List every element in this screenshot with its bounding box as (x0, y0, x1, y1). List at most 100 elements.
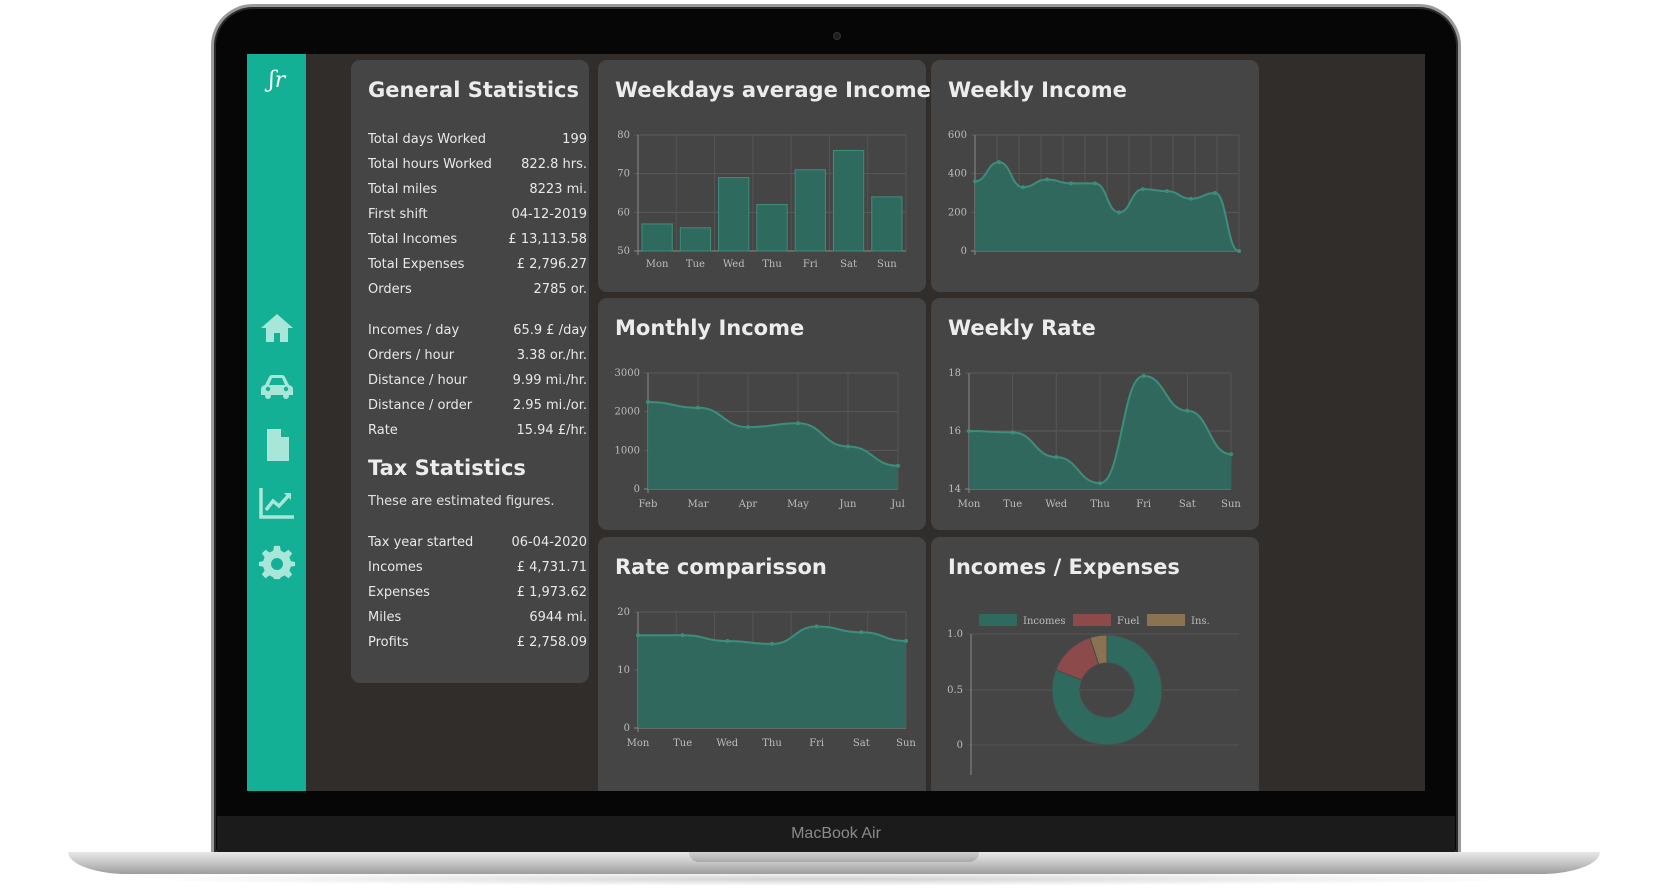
stat-label: Total miles (368, 182, 438, 197)
tax-statistics-title: Tax Statistics (368, 456, 526, 480)
data-point (636, 633, 640, 638)
stat-row: Orders 2785 or. (368, 282, 587, 302)
incomes-expenses-title: Incomes / Expenses (948, 555, 1180, 579)
stat-row: Profits £ 2,758.09 (368, 635, 587, 655)
y-tick-label: 80 (617, 130, 630, 141)
data-point (904, 639, 908, 643)
bar (641, 223, 673, 252)
stat-label: Expenses (368, 585, 430, 600)
x-tick-label: Mon (646, 259, 669, 270)
weekly-rate-card: Weekly Rate 14 16 18 Mon Tue Wed Thu Fri Sat Sun (931, 298, 1259, 530)
stat-row: First shift 04-12-2019 (368, 207, 587, 227)
data-point (1117, 210, 1121, 215)
x-tick-label: Feb (639, 499, 658, 510)
data-point (997, 160, 1001, 165)
stat-value: 65.9 £ /day (513, 323, 587, 338)
app-logo[interactable]: ʃr (268, 68, 286, 93)
bar (679, 227, 712, 252)
y-tick-label: 0 (957, 740, 963, 751)
series-area (638, 626, 906, 728)
data-point (1021, 185, 1025, 190)
x-tick-label: Wed (716, 738, 738, 749)
x-tick-label: Thu (762, 259, 782, 270)
legend-label: Incomes (1023, 616, 1066, 627)
bar (832, 149, 865, 252)
data-point (746, 425, 750, 430)
data-point (1045, 177, 1049, 182)
y-tick-label: 20 (617, 607, 630, 618)
tax-subtitle: These are estimated figures. (368, 494, 555, 509)
stat-value: £ 4,731.71 (516, 560, 587, 575)
x-tick-label: Sun (896, 738, 916, 749)
general-statistics-card: General Statistics Total days Worked 199 … (351, 60, 589, 683)
data-point (696, 405, 700, 410)
car-icon[interactable] (258, 367, 296, 405)
y-tick-label: 600 (948, 130, 967, 141)
stat-value: 8223 mi. (529, 182, 587, 197)
y-tick-label: 10 (617, 665, 630, 676)
pie-slice (1089, 634, 1108, 665)
monthly-income-chart: 0 1000 2000 3000 Feb Mar Apr May Jun Jul (615, 368, 905, 510)
legend-swatch (979, 614, 1017, 626)
data-point (967, 429, 971, 433)
document-icon[interactable] (258, 426, 296, 464)
y-tick-label: 3000 (615, 368, 640, 379)
x-tick-label: Fri (1136, 499, 1151, 510)
home-icon[interactable] (258, 309, 296, 347)
series-area (975, 162, 1239, 251)
bar (794, 169, 826, 252)
rate-comparison-chart: 0 10 20 Mon Tue Wed Thu Fri Sat Sun (617, 607, 916, 749)
stat-label: Profits (368, 635, 409, 650)
stat-value: 04-12-2019 (511, 207, 587, 222)
stat-value: 3.38 or./hr. (516, 348, 587, 363)
data-point (770, 641, 774, 646)
y-tick-label: 1000 (615, 445, 640, 456)
x-tick-label: Tue (673, 738, 692, 749)
weekly-income-card: Weekly Income 0 200 400 600 (931, 60, 1259, 292)
data-point (1213, 191, 1217, 195)
stat-label: Incomes / day (368, 323, 460, 338)
stat-label: Tax year started (368, 535, 474, 550)
rate-comparison-title: Rate comparisson (615, 555, 827, 579)
y-tick-label: 14 (948, 484, 961, 495)
stat-label: Total Incomes (368, 232, 458, 247)
x-tick-label: Fri (803, 259, 818, 270)
y-tick-label: 2000 (615, 407, 640, 418)
chart-line-icon[interactable] (258, 484, 296, 522)
stat-row: Total Expenses £ 2,796.27 (368, 257, 587, 277)
stat-row: Distance / hour 9.99 mi./hr. (368, 373, 587, 393)
legend-label: Fuel (1117, 616, 1140, 627)
x-tick-label: Fri (809, 738, 824, 749)
stat-value: 822.8 hrs. (521, 157, 587, 172)
data-point (1054, 455, 1059, 460)
bar (871, 196, 903, 252)
data-point (1189, 196, 1193, 201)
laptop-notch (689, 852, 979, 862)
data-point (1237, 249, 1241, 253)
y-tick-label: 0 (634, 484, 640, 495)
legend-label: Ins. (1191, 616, 1210, 627)
stat-row: Total miles 8223 mi. (368, 182, 587, 202)
laptop-shadow (120, 872, 1546, 886)
app-screen: ʃr General Statistics Total days Worked 1… (247, 54, 1425, 791)
data-point (1098, 481, 1102, 486)
stat-label: Distance / hour (368, 373, 468, 388)
general-statistics-title: General Statistics (368, 78, 579, 102)
data-point (796, 421, 800, 426)
data-point (646, 400, 650, 404)
stat-row: Orders / hour 3.38 or./hr. (368, 348, 587, 368)
camera-icon (833, 32, 841, 40)
gear-icon[interactable] (258, 544, 296, 582)
x-tick-label: Tue (1003, 499, 1022, 510)
stat-row: Total Incomes £ 13,113.58 (368, 232, 587, 252)
stat-row: Expenses £ 1,973.62 (368, 585, 587, 605)
data-point (1069, 181, 1073, 186)
data-point (1093, 181, 1097, 186)
stat-row: Distance / order 2.95 mi./or. (368, 398, 587, 418)
y-tick-label: 0.5 (947, 685, 963, 696)
stat-value: 06-04-2020 (511, 535, 587, 550)
y-tick-label: 0 (624, 723, 630, 734)
monthly-income-title: Monthly Income (615, 316, 805, 340)
x-tick-label: Thu (1090, 499, 1110, 510)
stat-label: Total days Worked (368, 132, 487, 147)
